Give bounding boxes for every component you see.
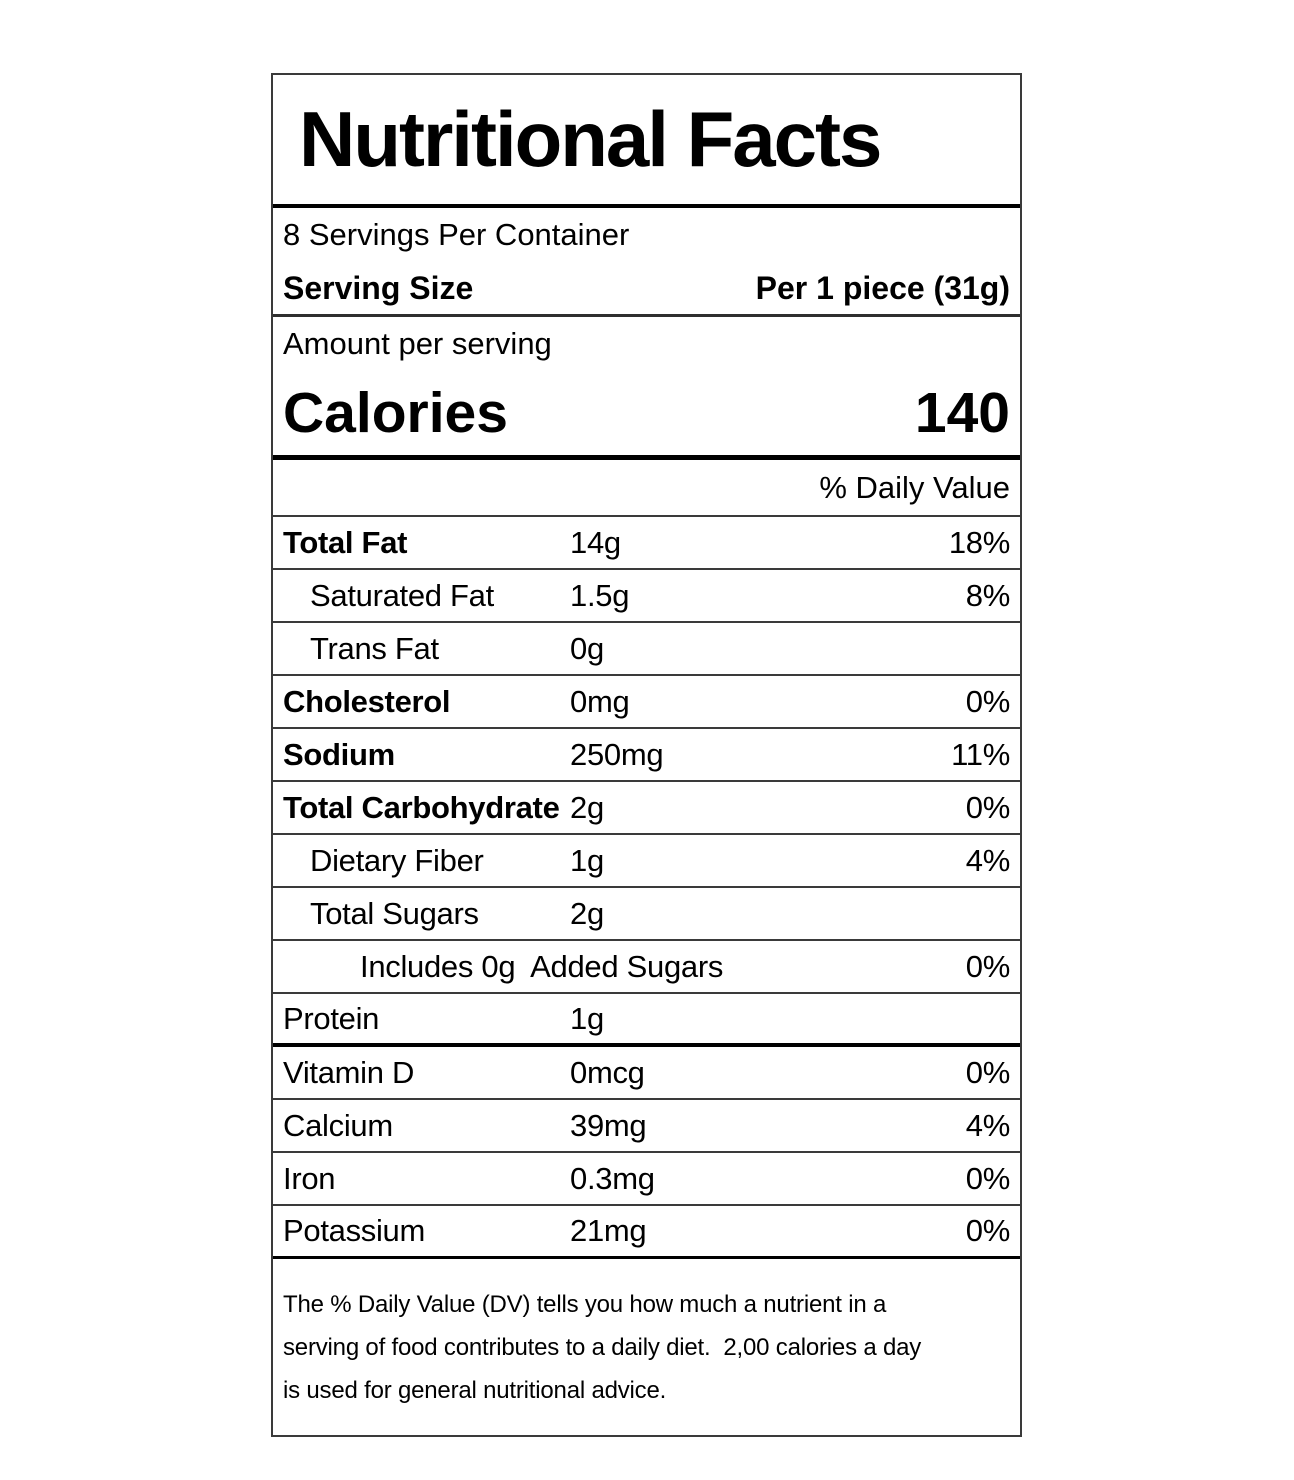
nutrient-name: Calcium (283, 1107, 393, 1143)
nutrient-name: Potassium (283, 1213, 426, 1248)
nutrient-name: Total Carbohydrate (283, 789, 560, 825)
label-title: Nutritional Facts (299, 95, 882, 183)
calories-row: Calories 140 (273, 370, 1020, 460)
nutrient-row: Calcium 39mg 4% (273, 1100, 1020, 1153)
nutrient-daily-value: 8% (965, 577, 1011, 613)
nutrient-row: Saturated Fat 1.5g 8% (273, 570, 1020, 623)
nutrient-daily-value: 0% (965, 1054, 1011, 1090)
daily-value-header-row: % Daily Value (273, 460, 1020, 517)
nutrient-amount: 0mcg (570, 1054, 645, 1090)
nutrient-daily-value: 0% (965, 683, 1011, 719)
nutrient-amount: 250mg (570, 736, 664, 772)
servings-per-container-row: 8 Servings Per Container (273, 208, 1020, 262)
nutrient-row: Cholesterol 0mg 0% (273, 676, 1020, 729)
nutrient-amount: 2g (570, 789, 604, 825)
amount-per-serving-text: Amount per serving (283, 325, 552, 361)
nutrient-name: Vitamin D (283, 1054, 415, 1090)
serving-size-value: Per 1 piece (31g) (755, 269, 1010, 306)
nutrient-amount: 14g (570, 524, 621, 560)
nutrient-row: Total Sugars 2g (273, 888, 1020, 941)
nutrient-daily-value: 0% (965, 1213, 1011, 1248)
nutrient-name: Protein (283, 1000, 380, 1036)
nutrient-row: Total Fat 14g 18% (273, 517, 1020, 570)
nutrient-daily-value: 4% (965, 842, 1011, 878)
nutrient-daily-value: 0% (965, 789, 1011, 825)
nutrient-name: Saturated Fat (310, 577, 494, 613)
nutrient-row: Sodium 250mg 11% (273, 729, 1020, 782)
nutrient-row: Potassium 21mg 0% (273, 1206, 1020, 1259)
nutrition-facts-label: Nutritional Facts 8 Servings Per Contain… (271, 73, 1022, 1437)
nutrient-amount: 2g (570, 895, 604, 931)
nutrient-row: Iron 0.3mg 0% (273, 1153, 1020, 1206)
nutrient-row: Trans Fat 0g (273, 623, 1020, 676)
calories-label: Calories (283, 380, 508, 445)
footnote-line: serving of food contributes to a daily d… (283, 1334, 922, 1361)
nutrient-name: Iron (283, 1160, 336, 1196)
nutrient-amount: 1g (570, 842, 604, 878)
nutrient-name: Cholesterol (283, 683, 451, 719)
label-header: Nutritional Facts (273, 75, 1020, 208)
serving-size-row: Serving Size Per 1 piece (31g) (273, 262, 1020, 317)
nutrient-amount: 1g (570, 1000, 604, 1036)
nutrient-daily-value: 4% (965, 1107, 1011, 1143)
nutrient-row: Includes 0g Added Sugars 0% (273, 941, 1020, 994)
nutrient-amount: 1.5g (570, 577, 630, 613)
nutrient-daily-value: 0% (965, 1160, 1011, 1196)
nutrients-section: Total Fat 14g 18% Saturated Fat 1.5g 8% … (273, 517, 1020, 1047)
nutrient-daily-value: 18% (948, 524, 1010, 560)
nutrient-daily-value: 11% (951, 736, 1010, 772)
footnote: The % Daily Value (DV) tells you how muc… (273, 1259, 1020, 1435)
nutrient-name: Total Sugars (310, 895, 479, 931)
footnote-line: is used for general nutritional advice. (283, 1377, 667, 1404)
daily-value-header-text: % Daily Value (819, 469, 1010, 505)
nutrient-row: Vitamin D 0mcg 0% (273, 1047, 1020, 1100)
nutrient-name: Total Fat (283, 524, 408, 560)
nutrient-amount: 21mg (570, 1213, 647, 1248)
amount-per-serving-row: Amount per serving (273, 317, 1020, 370)
nutrient-row: Dietary Fiber 1g 4% (273, 835, 1020, 888)
nutrient-row: Protein 1g (273, 994, 1020, 1047)
servings-per-container-text: 8 Servings Per Container (283, 217, 630, 252)
nutrient-name: Trans Fat (310, 630, 439, 666)
nutrient-amount: 39mg (570, 1107, 647, 1143)
nutrient-amount: 0mg (570, 683, 630, 719)
nutrient-name: Includes 0g Added Sugars (360, 948, 724, 984)
minerals-section: Vitamin D 0mcg 0% Calcium 39mg 4% Iron 0… (273, 1047, 1020, 1259)
nutrient-row: Total Carbohydrate 2g 0% (273, 782, 1020, 835)
nutrient-name: Sodium (283, 736, 395, 772)
footnote-line: The % Daily Value (DV) tells you how muc… (283, 1291, 887, 1318)
nutrient-daily-value: 0% (965, 948, 1011, 984)
nutrient-amount: 0g (570, 630, 604, 666)
calories-value: 140 (914, 380, 1010, 445)
nutrient-name: Dietary Fiber (310, 842, 484, 878)
nutrient-amount: 0.3mg (570, 1160, 655, 1196)
serving-size-label: Serving Size (283, 269, 474, 306)
